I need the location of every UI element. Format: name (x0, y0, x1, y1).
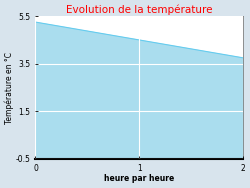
X-axis label: heure par heure: heure par heure (104, 174, 174, 183)
Title: Evolution de la température: Evolution de la température (66, 5, 212, 15)
Y-axis label: Température en °C: Température en °C (5, 52, 14, 124)
